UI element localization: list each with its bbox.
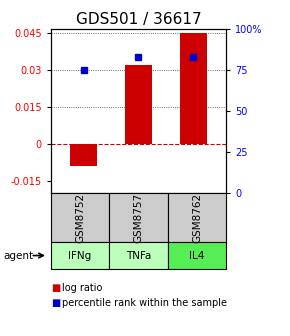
Text: ■: ■	[51, 283, 60, 293]
Bar	[70, 144, 97, 166]
Text: ■: ■	[51, 298, 60, 308]
Text: GSM8762: GSM8762	[192, 193, 202, 243]
Text: log ratio: log ratio	[62, 283, 103, 293]
Title: GDS501 / 36617: GDS501 / 36617	[76, 12, 201, 28]
Text: IL4: IL4	[189, 251, 205, 261]
Bar	[125, 66, 152, 144]
Text: GSM8752: GSM8752	[75, 193, 85, 243]
Text: TNFa: TNFa	[126, 251, 151, 261]
Bar	[180, 34, 207, 144]
Text: agent: agent	[3, 251, 33, 261]
Text: percentile rank within the sample: percentile rank within the sample	[62, 298, 227, 308]
Text: GSM8757: GSM8757	[133, 193, 144, 243]
Text: IFNg: IFNg	[68, 251, 92, 261]
